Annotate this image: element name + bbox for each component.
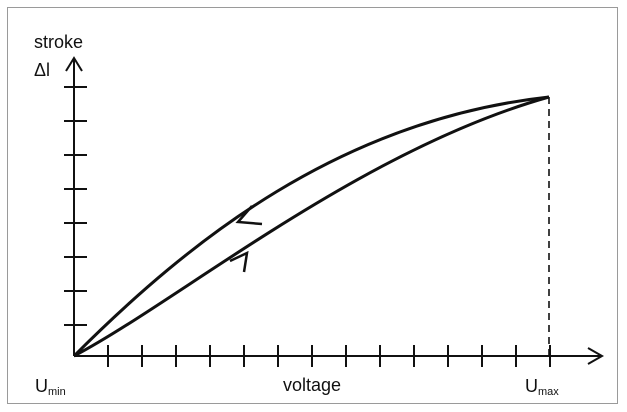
y-axis-label-delta-l: Δl [34,60,50,80]
unloading-direction-arrow [235,205,263,226]
y-ticks [64,86,87,326]
y-axis-arrowhead [65,56,83,72]
x-min-label: Umin [35,376,66,398]
y-axis-label-stroke: stroke [34,32,83,52]
x-axis-label-voltage: voltage [283,375,341,395]
loading-curve [73,95,550,358]
x-ticks [107,345,551,367]
loading-direction-arrow [229,250,249,273]
unloading-curve [72,95,550,358]
x-max-label: Umax [525,376,559,398]
x-axis-arrowhead [587,347,605,365]
